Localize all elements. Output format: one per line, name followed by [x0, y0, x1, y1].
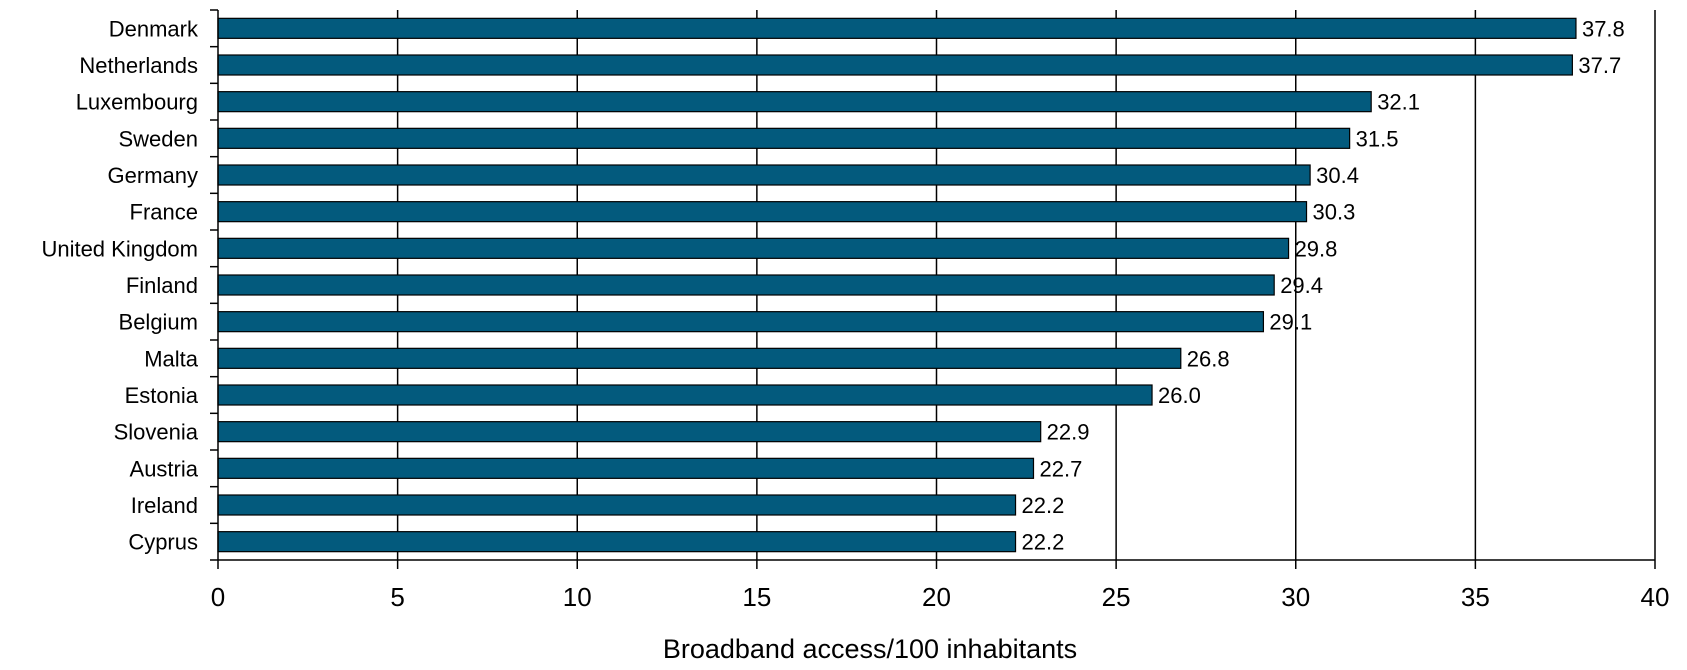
data-label: 29.8 [1295, 236, 1338, 261]
bar-layer [217, 17, 1577, 553]
category-label: Belgium [119, 310, 198, 335]
x-tick-label: 5 [390, 582, 404, 612]
data-label: 22.9 [1047, 420, 1090, 445]
bar [217, 311, 1265, 333]
category-label: Ireland [131, 493, 198, 518]
data-label: 22.2 [1022, 530, 1065, 555]
bar [217, 494, 1017, 516]
bar [217, 457, 1035, 479]
data-label: 26.0 [1158, 383, 1201, 408]
category-label: United Kingdom [41, 236, 198, 261]
category-label: Austria [130, 456, 199, 481]
bar [217, 384, 1153, 406]
x-tick-label: 35 [1461, 582, 1490, 612]
category-label: Sweden [118, 126, 198, 151]
bar [217, 274, 1275, 296]
data-label: 26.8 [1187, 346, 1230, 371]
category-label: Estonia [125, 383, 199, 408]
data-label: 22.2 [1022, 493, 1065, 518]
x-tick-label: 20 [922, 582, 951, 612]
x-tick-label: 30 [1281, 582, 1310, 612]
bar [217, 164, 1311, 186]
x-tick-label: 40 [1641, 582, 1670, 612]
data-label: 32.1 [1377, 90, 1420, 115]
axis-layer [210, 9, 1656, 569]
category-label: France [130, 200, 198, 225]
text-layer: 0 5 10 15 20 25 30 35 40 Denmark 37.8 Netherlands 37… [41, 16, 1669, 612]
data-label: 29.4 [1280, 273, 1323, 298]
bar [217, 17, 1577, 39]
category-label: Germany [108, 163, 198, 188]
bar [217, 54, 1573, 76]
bar [217, 237, 1290, 259]
data-label: 22.7 [1039, 456, 1082, 481]
bar [217, 531, 1017, 553]
bar [217, 347, 1182, 369]
data-label: 37.8 [1582, 16, 1625, 41]
bar [217, 201, 1308, 223]
category-label: Luxembourg [76, 90, 198, 115]
x-tick-label: 0 [211, 582, 225, 612]
category-label: Finland [126, 273, 198, 298]
bar [217, 127, 1351, 149]
category-label: Malta [144, 346, 199, 371]
x-tick-label: 15 [742, 582, 771, 612]
data-label: 31.5 [1356, 126, 1399, 151]
bar [217, 91, 1372, 113]
x-axis-title: Broadband access/100 inhabitants [663, 634, 1077, 664]
category-label: Slovenia [114, 420, 199, 445]
data-label: 29.1 [1269, 310, 1312, 335]
category-label: Netherlands [79, 53, 198, 78]
category-label: Cyprus [128, 530, 198, 555]
data-label: 30.3 [1313, 200, 1356, 225]
x-tick-label: 10 [563, 582, 592, 612]
data-label: 37.7 [1578, 53, 1621, 78]
data-label: 30.4 [1316, 163, 1359, 188]
category-label: Denmark [109, 16, 199, 41]
x-tick-label: 25 [1102, 582, 1131, 612]
bar [217, 421, 1042, 443]
